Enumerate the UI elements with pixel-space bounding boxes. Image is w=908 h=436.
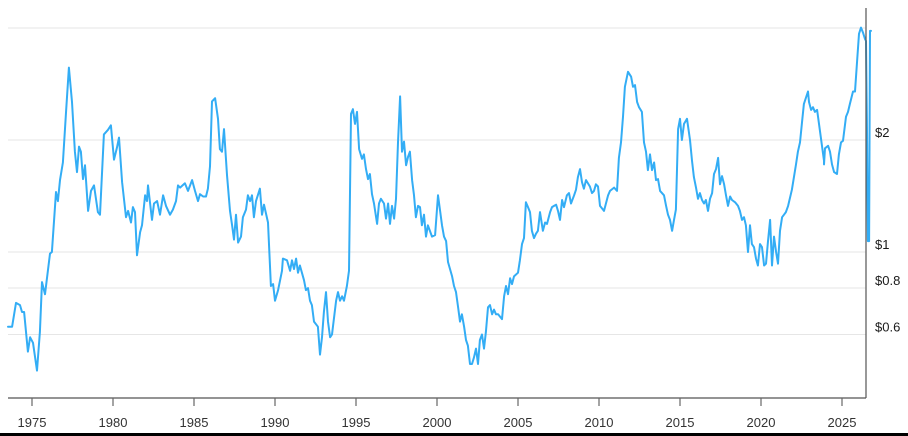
x-tick-label: 2000 — [423, 415, 452, 430]
x-tick-label: 1975 — [18, 415, 47, 430]
x-tick-label: 1985 — [180, 415, 209, 430]
x-tick-label: 2020 — [747, 415, 776, 430]
x-tick-label: 2015 — [666, 415, 695, 430]
y-tick-label: $0.6 — [875, 320, 900, 335]
x-axis-ticks: 1975 1980 1985 1990 1995 2000 2005 2010 2015 2020… — [18, 398, 857, 430]
x-tick-label: 2010 — [585, 415, 614, 430]
price-series — [7, 26, 872, 372]
price-line — [7, 26, 872, 372]
y-tick-label: $0.8 — [875, 273, 900, 288]
gridlines — [8, 27, 866, 336]
x-tick-label: 1980 — [99, 415, 128, 430]
y-tick-label: $1 — [875, 237, 889, 252]
y-tick-label: $2 — [875, 125, 889, 140]
x-tick-label: 1995 — [342, 415, 371, 430]
x-tick-label: 2025 — [828, 415, 857, 430]
x-tick-label: 2005 — [504, 415, 533, 430]
y-axis-labels: $0.6 $0.8 $1 $2 — [875, 125, 900, 335]
x-tick-label: 1990 — [261, 415, 290, 430]
bottom-border — [0, 433, 908, 436]
